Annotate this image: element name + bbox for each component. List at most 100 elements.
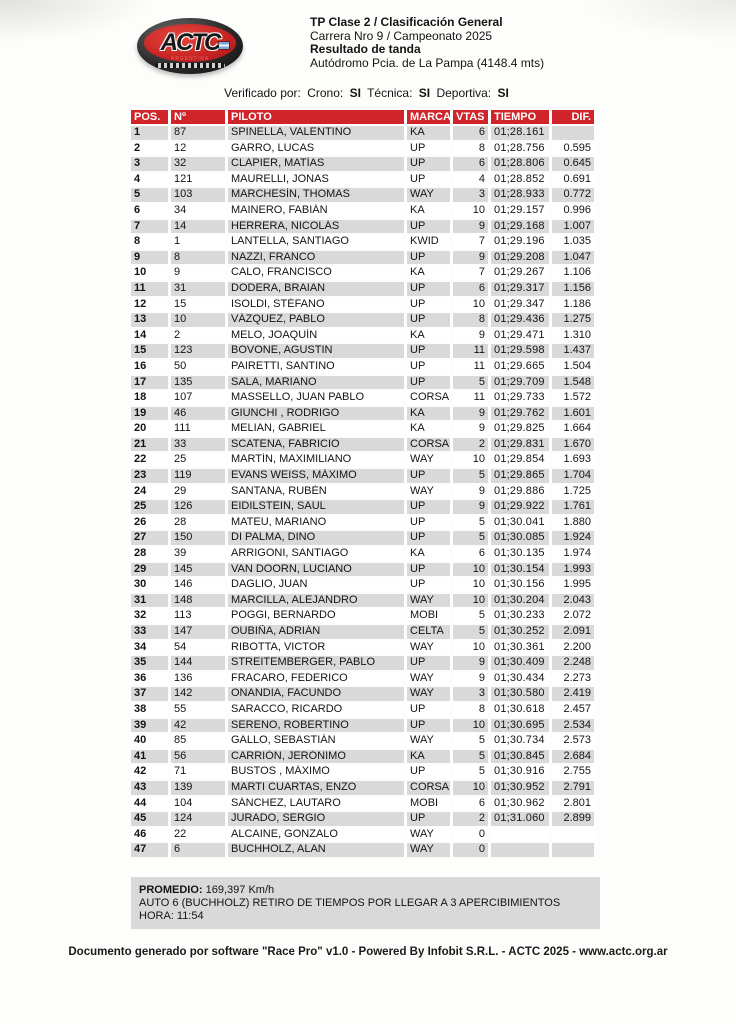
cell-dif: 1.974 bbox=[552, 547, 594, 561]
cell-num: 34 bbox=[171, 203, 225, 218]
cell-marca: KA bbox=[407, 266, 450, 280]
cell-piloto: CARRIÓN, JERÓNIMO bbox=[228, 749, 404, 764]
col-header-tiempo: TIEMPO bbox=[491, 110, 549, 124]
promedio-line: PROMEDIO: 169,397 Km/h bbox=[139, 884, 592, 897]
cell-dif: 0.645 bbox=[552, 157, 594, 171]
cell-marca: MOBI bbox=[407, 609, 450, 623]
table-row: 23 119 EVANS WEISS, MÁXIMO UP 5 01;29.865 1.70… bbox=[131, 469, 594, 483]
cell-pos: 37 bbox=[131, 687, 168, 701]
cell-vtas: 5 bbox=[453, 469, 488, 483]
cell-tiempo: 01;30.734 bbox=[491, 734, 549, 748]
hora-line: HORA: 11:54 bbox=[139, 910, 204, 922]
cell-num: 28 bbox=[171, 515, 225, 530]
cell-dif: 1.693 bbox=[552, 453, 594, 468]
cell-vtas: 11 bbox=[453, 344, 488, 358]
cell-num: 22 bbox=[171, 827, 225, 842]
cell-tiempo: 01;30.695 bbox=[491, 718, 549, 733]
cell-marca: WAY bbox=[407, 687, 450, 701]
cell-pos: 39 bbox=[131, 718, 168, 733]
cell-vtas: 10 bbox=[453, 593, 488, 608]
cell-piloto: MATEU, MARIANO bbox=[228, 515, 404, 530]
cell-vtas: 5 bbox=[453, 625, 488, 639]
cell-piloto: GIUNCHI , RODRIGO bbox=[228, 406, 404, 421]
cell-vtas: 5 bbox=[453, 734, 488, 748]
cell-tiempo: 01;29.208 bbox=[491, 250, 549, 265]
cell-num: 119 bbox=[171, 469, 225, 483]
cell-tiempo: 01;29.436 bbox=[491, 313, 549, 327]
cell-tiempo: 01;28.852 bbox=[491, 172, 549, 187]
race-subtitle: Carrera Nro 9 / Campeonato 2025 bbox=[310, 28, 493, 43]
cell-dif: 1.186 bbox=[552, 297, 594, 312]
table-row: 15 123 BOVONE, AGUSTIN UP 11 01;29.598 1.437 bbox=[131, 344, 594, 358]
cell-dif: 1.664 bbox=[552, 422, 594, 436]
cell-piloto: ISOLDI, STÉFANO bbox=[228, 297, 404, 312]
cell-marca: UP bbox=[407, 375, 450, 390]
cell-vtas: 8 bbox=[453, 702, 488, 717]
table-row: 37 142 ONANDIA, FACUNDO WAY 3 01;30.580 2.419 bbox=[131, 687, 594, 701]
cell-marca: KA bbox=[407, 203, 450, 218]
cell-num: 146 bbox=[171, 578, 225, 592]
cell-piloto: SANTANA, RUBÉN bbox=[228, 484, 404, 499]
table-row: 13 10 VÁZQUEZ, PABLO UP 8 01;29.436 1.275 bbox=[131, 313, 594, 327]
cell-marca: UP bbox=[407, 297, 450, 312]
cell-pos: 27 bbox=[131, 531, 168, 546]
cell-tiempo: 01;30.361 bbox=[491, 640, 549, 655]
table-row: 32 113 POGGI, BERNARDO MOBI 5 01;30.233 2.072 bbox=[131, 609, 594, 623]
cell-pos: 24 bbox=[131, 484, 168, 499]
table-row: 19 46 GIUNCHI , RODRIGO KA 9 01;29.762 1.601 bbox=[131, 406, 594, 421]
cell-piloto: DAGLIO, JUAN bbox=[228, 578, 404, 592]
cell-piloto: SPINELLA, VALENTINO bbox=[228, 126, 404, 140]
cell-dif bbox=[552, 827, 594, 842]
cell-vtas: 11 bbox=[453, 391, 488, 405]
table-row: 20 111 MELIAN, GABRIEL KA 9 01;29.825 1.664 bbox=[131, 422, 594, 436]
crono-label: Crono: bbox=[307, 86, 344, 100]
cell-tiempo bbox=[491, 827, 549, 842]
cell-marca: WAY bbox=[407, 453, 450, 468]
cell-num: 46 bbox=[171, 406, 225, 421]
cell-marca: WAY bbox=[407, 188, 450, 202]
logo-argentina-text: ARGENTINA bbox=[170, 56, 210, 62]
table-row: 11 31 DODERA, BRAIAN UP 6 01;29.317 1.156 bbox=[131, 281, 594, 296]
cell-pos: 17 bbox=[131, 375, 168, 390]
cell-tiempo: 01;29.347 bbox=[491, 297, 549, 312]
cell-tiempo: 01;29.854 bbox=[491, 453, 549, 468]
table-row: 25 126 EIDILSTEIN, SAUL UP 9 01;29.922 1.761 bbox=[131, 500, 594, 514]
cell-dif: 2.457 bbox=[552, 702, 594, 717]
cell-dif: 2.801 bbox=[552, 796, 594, 811]
cell-vtas: 11 bbox=[453, 359, 488, 374]
cell-tiempo: 01;30.962 bbox=[491, 796, 549, 811]
header-title-block: TP Clase 2 / Clasificación General Carre… bbox=[310, 15, 544, 70]
table-row: 1 87 SPINELLA, VALENTINO KA 6 01;28.161 bbox=[131, 126, 594, 140]
cell-pos: 21 bbox=[131, 437, 168, 452]
cell-piloto: JURADO, SERGIO bbox=[228, 812, 404, 826]
cell-marca: KWID bbox=[407, 235, 450, 249]
cell-piloto: MASSELLO, JUAN PABLO bbox=[228, 391, 404, 405]
cell-marca: CORSA bbox=[407, 780, 450, 795]
table-row: 47 6 BUCHHOLZ, ALAN WAY 0 bbox=[131, 843, 594, 857]
document-title: TP Clase 2 / Clasificación General bbox=[310, 15, 503, 29]
table-row: 39 42 SERENO, ROBERTINO UP 10 01;30.695 2.534 bbox=[131, 718, 594, 733]
cell-piloto: MARTÍN, MAXIMILIANO bbox=[228, 453, 404, 468]
cell-marca: UP bbox=[407, 656, 450, 670]
cell-dif: 1.880 bbox=[552, 515, 594, 530]
cell-piloto: BOVONE, AGUSTIN bbox=[228, 344, 404, 358]
cell-pos: 32 bbox=[131, 609, 168, 623]
cell-marca: UP bbox=[407, 718, 450, 733]
cell-tiempo: 01;29.317 bbox=[491, 281, 549, 296]
cell-dif: 0.996 bbox=[552, 203, 594, 218]
cell-dif: 1.548 bbox=[552, 375, 594, 390]
cell-piloto: ONANDIA, FACUNDO bbox=[228, 687, 404, 701]
cell-marca: UP bbox=[407, 359, 450, 374]
cell-marca: UP bbox=[407, 702, 450, 717]
cell-dif bbox=[552, 843, 594, 857]
cell-pos: 19 bbox=[131, 406, 168, 421]
cell-num: 136 bbox=[171, 671, 225, 686]
col-header-vtas: VTAS bbox=[453, 110, 488, 124]
cell-pos: 14 bbox=[131, 328, 168, 343]
cell-marca: UP bbox=[407, 219, 450, 234]
cell-pos: 26 bbox=[131, 515, 168, 530]
cell-tiempo: 01;30.204 bbox=[491, 593, 549, 608]
cell-marca: UP bbox=[407, 172, 450, 187]
cell-piloto: MELIAN, GABRIEL bbox=[228, 422, 404, 436]
cell-tiempo: 01;29.598 bbox=[491, 344, 549, 358]
